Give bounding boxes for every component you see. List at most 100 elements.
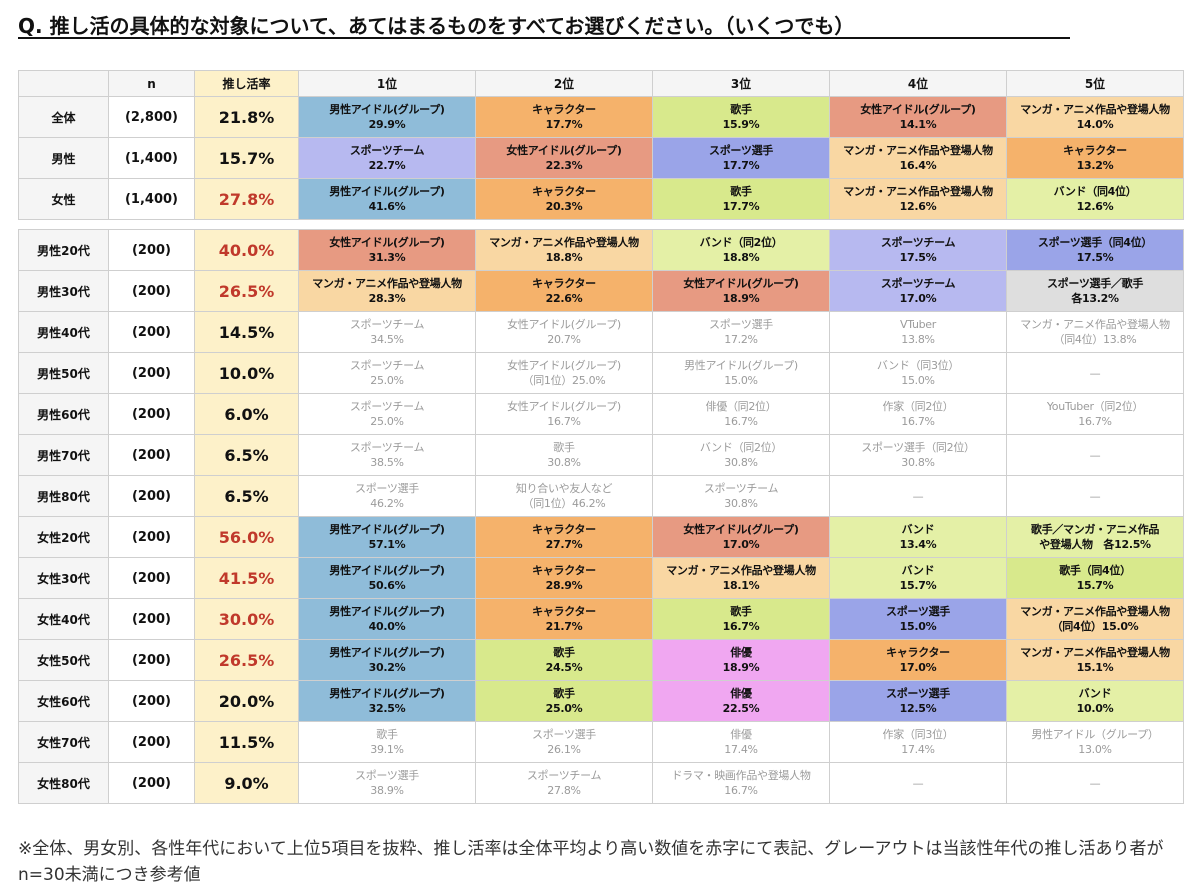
rank-3-cell: スポーツ選手 17.7% xyxy=(652,137,830,179)
rank-5-cell: — xyxy=(1006,434,1184,476)
table-header-row: n 推し活率 1位 2位 3位 4位 5位 xyxy=(18,70,1184,97)
rank-item-value: 17.4% xyxy=(724,743,758,756)
row-sample-size: (200) xyxy=(108,352,195,394)
rank-item-value: 13.0% xyxy=(1078,743,1112,756)
rank-4-cell: 作家（同3位） 17.4% xyxy=(829,721,1007,763)
rank-item-value: 10.0% xyxy=(1076,702,1114,715)
rank-1-cell: 女性アイドル(グループ) 31.3% xyxy=(298,229,476,271)
rank-item-label: スポーツ選手 xyxy=(709,318,773,331)
rank-3-cell: スポーツ選手 17.2% xyxy=(652,311,830,353)
rank-item-value: 30.8% xyxy=(724,456,758,469)
rank-5-cell: YouTuber（同2位） 16.7% xyxy=(1006,393,1184,435)
row-oshi-rate: 6.0% xyxy=(194,393,299,435)
rank-item-label: スポーツ選手 xyxy=(886,687,950,700)
rank-4-cell: キャラクター 17.0% xyxy=(829,639,1007,681)
rank-1-cell: マンガ・アニメ作品や登場人物 28.3% xyxy=(298,270,476,312)
rank-item-value: 31.3% xyxy=(368,251,406,264)
header-blank xyxy=(18,70,109,97)
table-row: 男性60代 (200) 6.0% スポーツチーム 25.0% 女性アイドル(グループ) 16… xyxy=(18,393,1184,435)
rank-1-cell: 男性アイドル(グループ) 29.9% xyxy=(298,96,476,138)
rank-item-value: 18.9% xyxy=(722,661,760,674)
rank-5-cell: — xyxy=(1006,352,1184,394)
rank-item-value: 13.2% xyxy=(1076,159,1114,172)
rank-item-value: 12.6% xyxy=(1076,200,1114,213)
rank-item-value: 24.5% xyxy=(545,661,583,674)
row-oshi-rate: 26.5% xyxy=(194,270,299,312)
rank-item-label: 歌手 xyxy=(730,185,752,198)
rank-item-label: 女性アイドル(グループ) xyxy=(683,277,799,290)
rank-4-cell: VTuber 13.8% xyxy=(829,311,1007,353)
rank-item-value: 22.5% xyxy=(722,702,760,715)
rank-item-label: スポーツ選手 xyxy=(532,728,596,741)
rank-1-cell: スポーツチーム 34.5% xyxy=(298,311,476,353)
rank-item-value: 13.4% xyxy=(899,538,937,551)
row-sample-size: (200) xyxy=(108,680,195,722)
rank-item-value: 15.9% xyxy=(722,118,760,131)
row-sample-size: (2,800) xyxy=(108,96,195,138)
rank-3-cell: 歌手 16.7% xyxy=(652,598,830,640)
row-label: 男性40代 xyxy=(18,311,109,353)
rank-item-value: 30.8% xyxy=(724,497,758,510)
rank-item-label: 男性アイドル(グループ) xyxy=(329,687,445,700)
rank-item-value: 25.0% xyxy=(545,702,583,715)
rank-item-label: 女性アイドル(グループ) xyxy=(329,236,445,249)
rank-item-label: 俳優 xyxy=(730,687,752,700)
rank-1-cell: 男性アイドル(グループ) 50.6% xyxy=(298,557,476,599)
rank-item-label: スポーツ選手 xyxy=(886,605,950,618)
rank-item-value: 16.7% xyxy=(1078,415,1112,428)
rank-item-value: 17.0% xyxy=(722,538,760,551)
rank-item-label: キャラクター xyxy=(532,523,596,536)
rank-item-value: 25.0% xyxy=(370,374,404,387)
rank-2-cell: 知り合いや友人など （同1位）46.2% xyxy=(475,475,653,517)
rank-item-label: キャラクター xyxy=(532,185,596,198)
rank-item-label: スポーツチーム xyxy=(349,400,425,413)
rank-3-cell: 歌手 17.7% xyxy=(652,178,830,220)
rank-1-cell: 男性アイドル(グループ) 57.1% xyxy=(298,516,476,558)
rank-item-label: スポーツチーム xyxy=(349,144,425,157)
rank-3-cell: 俳優 17.4% xyxy=(652,721,830,763)
rank-item-label: 俳優 xyxy=(730,646,752,659)
rank-1-cell: 歌手 39.1% xyxy=(298,721,476,763)
rank-item-value: 28.3% xyxy=(368,292,406,305)
row-oshi-rate: 20.0% xyxy=(194,680,299,722)
rank-item-label: スポーツ選手 xyxy=(355,769,419,782)
row-oshi-rate: 26.5% xyxy=(194,639,299,681)
rank-item-label: マンガ・アニメ作品や登場人物 xyxy=(1020,103,1170,116)
rank-2-cell: キャラクター 17.7% xyxy=(475,96,653,138)
rank-3-cell: 男性アイドル(グループ) 15.0% xyxy=(652,352,830,394)
row-sample-size: (200) xyxy=(108,557,195,599)
row-label: 男性30代 xyxy=(18,270,109,312)
rank-item-label: スポーツチーム xyxy=(349,359,425,372)
rank-item-value: 38.9% xyxy=(370,784,404,797)
rank-4-cell: スポーツチーム 17.5% xyxy=(829,229,1007,271)
rank-item-value: や登場人物 各12.5% xyxy=(1039,538,1151,551)
rank-item-label: YouTuber（同2位） xyxy=(1046,400,1144,413)
rank-3-cell: 俳優 18.9% xyxy=(652,639,830,681)
rank-item-label: マンガ・アニメ作品や登場人物 xyxy=(1020,605,1170,618)
rank-item-value: （同1位）46.2% xyxy=(522,497,606,510)
row-label: 男性 xyxy=(18,137,109,179)
row-sample-size: (1,400) xyxy=(108,178,195,220)
rank-item-label: 男性アイドル(グループ) xyxy=(329,185,445,198)
row-oshi-rate: 15.7% xyxy=(194,137,299,179)
rank-3-cell: 歌手 15.9% xyxy=(652,96,830,138)
row-label: 男性60代 xyxy=(18,393,109,435)
rank-item-label: スポーツ選手 xyxy=(709,144,773,157)
table-row: 女性20代 (200) 56.0% 男性アイドル(グループ) 57.1% キャラクター 27… xyxy=(18,516,1184,558)
rank-item-value: 17.4% xyxy=(901,743,935,756)
rank-item-label: 作家（同2位） xyxy=(882,400,954,413)
rank-item-label: スポーツチーム xyxy=(880,236,956,249)
rank-item-label: マンガ・アニメ作品や登場人物 xyxy=(843,144,993,157)
rank-item-label: バンド xyxy=(901,523,935,536)
rank-1-cell: 男性アイドル(グループ) 30.2% xyxy=(298,639,476,681)
row-label: 女性20代 xyxy=(18,516,109,558)
row-oshi-rate: 21.8% xyxy=(194,96,299,138)
rank-item-value: 34.5% xyxy=(370,333,404,346)
rank-2-cell: 女性アイドル(グループ) 22.3% xyxy=(475,137,653,179)
rank-item-value: 16.7% xyxy=(901,415,935,428)
rank-3-cell: ドラマ・映画作品や登場人物 16.7% xyxy=(652,762,830,804)
rank-item-label: — xyxy=(912,489,924,503)
rank-2-cell: スポーツ選手 26.1% xyxy=(475,721,653,763)
rank-item-value: 28.9% xyxy=(545,579,583,592)
row-sample-size: (200) xyxy=(108,434,195,476)
